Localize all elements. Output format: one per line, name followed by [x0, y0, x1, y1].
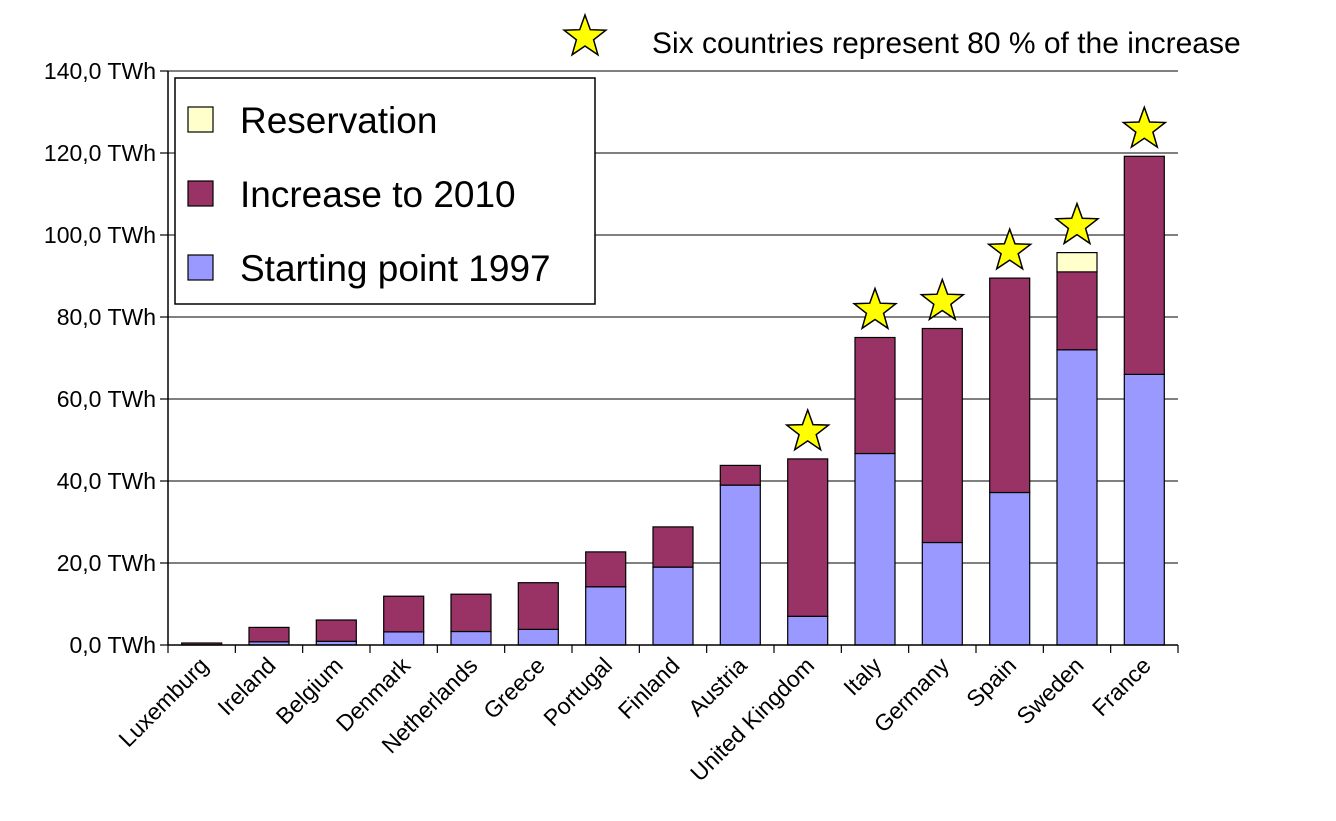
bar-netherlands-increase-to-2010	[450, 593, 492, 633]
bar-sweden-reservation	[1056, 252, 1098, 273]
bar-greece-starting-point-1997	[517, 628, 559, 646]
bar-denmark-starting-point-1997	[383, 631, 425, 646]
bar-austria-starting-point-1997	[719, 484, 761, 646]
bar-belgium-increase-to-2010	[315, 619, 357, 642]
x-label-spain: Spain	[961, 652, 1021, 712]
axes	[160, 70, 1179, 653]
star-icon-united-kingdom	[784, 407, 831, 452]
x-label-italy: Italy	[838, 652, 887, 701]
bar-spain-starting-point-1997	[989, 491, 1031, 646]
bar-portugal-starting-point-1997	[585, 586, 627, 646]
x-label-portugal: Portugal	[538, 652, 617, 731]
y-tick-label: 140,0 TWh	[44, 58, 156, 84]
bar-austria-increase-to-2010	[719, 464, 761, 486]
bar-united-kingdom-starting-point-1997	[787, 615, 829, 646]
legend-swatch-reservation	[187, 106, 214, 133]
x-label-luxemburg: Luxemburg	[113, 652, 213, 752]
legend-box	[174, 77, 596, 305]
star-icon-spain	[986, 226, 1033, 271]
x-label-united-kingdom: United Kingdom	[685, 652, 819, 786]
legend-label-reservation: Reservation	[240, 100, 437, 141]
star-icon-france	[1121, 105, 1168, 149]
x-label-finland: Finland	[613, 652, 685, 724]
y-tick-label: 20,0 TWh	[57, 550, 156, 576]
x-label-sweden: Sweden	[1011, 652, 1088, 729]
bar-netherlands-starting-point-1997	[450, 630, 492, 646]
y-tick-label: 80,0 TWh	[57, 304, 156, 330]
bar-finland-starting-point-1997	[652, 566, 694, 646]
bar-portugal-increase-to-2010	[585, 551, 627, 588]
y-tick-label: 120,0 TWh	[44, 140, 156, 166]
bar-denmark-increase-to-2010	[383, 595, 425, 633]
annotation: Six countries represent 80 % of the incr…	[562, 12, 1241, 60]
legend-swatch-increase-to-2010	[187, 180, 214, 207]
bar-italy-increase-to-2010	[854, 336, 896, 455]
bars	[181, 155, 1165, 646]
bar-sweden-starting-point-1997	[1056, 349, 1098, 646]
y-tick-labels: 0,0 TWh 20,0 TWh 40,0 TWh 60,0 TWh 80,0 TWh 1…	[44, 58, 156, 658]
y-tick-label: 0,0 TWh	[70, 632, 157, 658]
annotation-star-icon	[562, 12, 608, 57]
x-label-germany: Germany	[869, 652, 955, 738]
star-icon-italy	[852, 286, 898, 331]
bar-spain-increase-to-2010	[989, 277, 1031, 494]
bar-sweden-increase-to-2010	[1056, 271, 1098, 351]
legend: Reservation Increase to 2010 Starting poin…	[174, 77, 596, 305]
bar-germany-increase-to-2010	[921, 327, 963, 544]
bar-finland-increase-to-2010	[652, 526, 694, 568]
x-label-france: France	[1087, 652, 1156, 721]
stars	[784, 105, 1168, 452]
bar-france-starting-point-1997	[1123, 373, 1165, 646]
y-tick-label: 60,0 TWh	[57, 386, 156, 412]
annotation-text: Six countries represent 80 % of the incr…	[652, 27, 1241, 60]
y-tick-label: 100,0 TWh	[44, 222, 156, 248]
bar-italy-starting-point-1997	[854, 452, 896, 646]
x-tick-labels: Luxemburg IrelandBelgiumDenmarkNetherland…	[113, 652, 1155, 786]
legend-label-increase-to-2010: Increase to 2010	[240, 174, 516, 215]
legend-swatch-starting-point-1997	[187, 254, 214, 281]
legend-label-starting-point-1997: Starting point 1997	[240, 248, 551, 289]
bar-greece-increase-to-2010	[517, 582, 559, 631]
star-icon-germany	[919, 277, 966, 322]
star-icon-sweden	[1054, 201, 1100, 246]
bar-germany-starting-point-1997	[921, 541, 963, 646]
bar-united-kingdom-increase-to-2010	[787, 458, 829, 617]
bar-ireland-increase-to-2010	[248, 626, 290, 643]
bar-france-increase-to-2010	[1123, 155, 1165, 376]
y-tick-label: 40,0 TWh	[57, 468, 156, 494]
